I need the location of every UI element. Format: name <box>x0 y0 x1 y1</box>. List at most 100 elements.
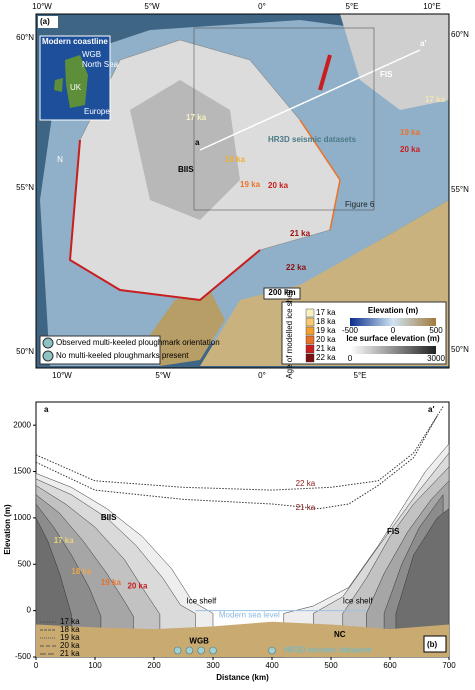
legend-title: Age of modelled ice shelf <box>285 289 294 379</box>
legend-label: 20 ka <box>60 641 80 650</box>
age-swatch <box>305 335 315 345</box>
y-tick-label: 2000 <box>13 420 31 429</box>
annotation: FIS <box>387 527 400 536</box>
annotation: HR3D seismic datasets <box>284 646 373 655</box>
ice-bar <box>350 346 436 354</box>
scale-label: 200 km <box>268 288 295 297</box>
y-tick-label: 1000 <box>13 513 31 522</box>
legend-label: 19 ka <box>60 633 80 642</box>
series-label: 21 ka <box>296 503 316 512</box>
series-label: 20 ka <box>127 582 148 591</box>
margin-label: 21 ka <box>290 229 311 238</box>
y-tick-label: -500 <box>15 652 32 661</box>
y-tick-label: 500 <box>18 559 32 568</box>
lat-label: 50°N <box>16 347 34 356</box>
annotation: Ice shelf <box>343 596 374 605</box>
margin-label: 18 ka <box>225 155 246 164</box>
legend-tick: 3000 <box>427 354 445 363</box>
inset-land <box>54 55 88 108</box>
x-tick-label: 100 <box>88 661 102 670</box>
age-label: 21 ka <box>316 344 336 353</box>
lat-label: 55°N <box>451 185 469 194</box>
ice-sheet-label: BIIS <box>178 165 194 174</box>
transect-label: a′ <box>420 39 426 48</box>
transect <box>199 49 421 151</box>
seismic-marker <box>173 646 182 655</box>
ice-sheet-label: FIS <box>380 70 393 79</box>
age-swatch <box>305 317 315 327</box>
lon-label: 5°W <box>155 371 171 380</box>
seismic-marker <box>268 646 276 655</box>
elevation-bar <box>350 318 436 326</box>
inset-label: WGB <box>82 50 101 59</box>
symbol <box>42 350 54 362</box>
x-axis-label: Distance (km) <box>216 673 269 682</box>
symbol-label: Observed multi-keeled ploughmark orienta… <box>56 338 220 347</box>
land <box>150 290 225 366</box>
lat-label: 60°N <box>16 33 34 42</box>
legend-label: 18 ka <box>60 625 80 634</box>
y-tick-label: 1500 <box>13 467 31 476</box>
lon-label: 5°E <box>354 371 367 380</box>
seismic-marker <box>197 646 205 655</box>
age-label: 18 ka <box>316 317 336 326</box>
legend-title: Elevation (m) <box>368 306 419 315</box>
x-tick-label: 200 <box>147 661 161 670</box>
lon-label: 5°W <box>144 2 160 11</box>
seismic-label: HR3D seismic datasets <box>268 135 357 144</box>
legend-tick: -500 <box>342 326 359 335</box>
panel-label-box <box>38 16 58 28</box>
annotation: NC <box>334 630 346 639</box>
legend-tick: 0 <box>348 354 353 363</box>
figure-box <box>193 27 375 211</box>
lon-label: 0° <box>258 2 266 11</box>
margin-label: 19 ka <box>240 180 261 189</box>
lon-label: 10°W <box>32 2 52 11</box>
seismic-marker <box>209 646 217 655</box>
x-tick-label: 700 <box>442 661 456 670</box>
lat-label: 55°N <box>16 183 34 192</box>
transect-label: a <box>195 138 200 147</box>
panel-label: (a) <box>40 17 50 26</box>
age-swatch <box>305 326 315 336</box>
lon-label: 10°W <box>52 371 72 380</box>
inset-label: UK <box>70 83 82 92</box>
lon-label: 0° <box>258 371 266 380</box>
margin-label: 20 ka <box>268 181 289 190</box>
lon-label: 5°E <box>346 2 359 11</box>
age-label: 20 ka <box>316 335 336 344</box>
legend-label: 21 ka <box>60 649 80 658</box>
ice-margin <box>299 119 341 231</box>
lat-label: 60°N <box>451 30 469 39</box>
legend-title: Ice surface elevation (m) <box>346 334 440 343</box>
margin-label: 20 ka <box>400 145 421 154</box>
symbol <box>42 337 54 349</box>
north-label: N <box>57 155 63 164</box>
legend-tick: 0 <box>391 326 396 335</box>
series-label: 22 ka <box>296 479 316 488</box>
inset-title: Modern coastline <box>42 37 108 46</box>
inset-label: North Sea <box>82 60 119 69</box>
end-label: a′ <box>428 405 434 414</box>
inset-label: Europe <box>84 107 110 116</box>
annotation: BIIS <box>101 513 117 522</box>
x-tick-label: 0 <box>34 661 39 670</box>
scale-bar <box>263 287 301 300</box>
ice-margin <box>68 139 261 302</box>
lat-label: 50°N <box>451 345 469 354</box>
ice-margin <box>318 54 332 91</box>
panel-label-box <box>423 635 447 653</box>
x-tick-label: 500 <box>324 661 338 670</box>
annotation: Ice shelf <box>186 596 217 605</box>
age-swatch <box>305 344 315 354</box>
age-swatch <box>305 308 315 318</box>
panel-label: (b) <box>427 640 438 649</box>
age-label: 22 ka <box>316 353 336 362</box>
age-label: 19 ka <box>316 326 336 335</box>
x-tick-label: 300 <box>206 661 220 670</box>
lon-label: 10°E <box>423 2 440 11</box>
surface-line <box>35 415 438 510</box>
